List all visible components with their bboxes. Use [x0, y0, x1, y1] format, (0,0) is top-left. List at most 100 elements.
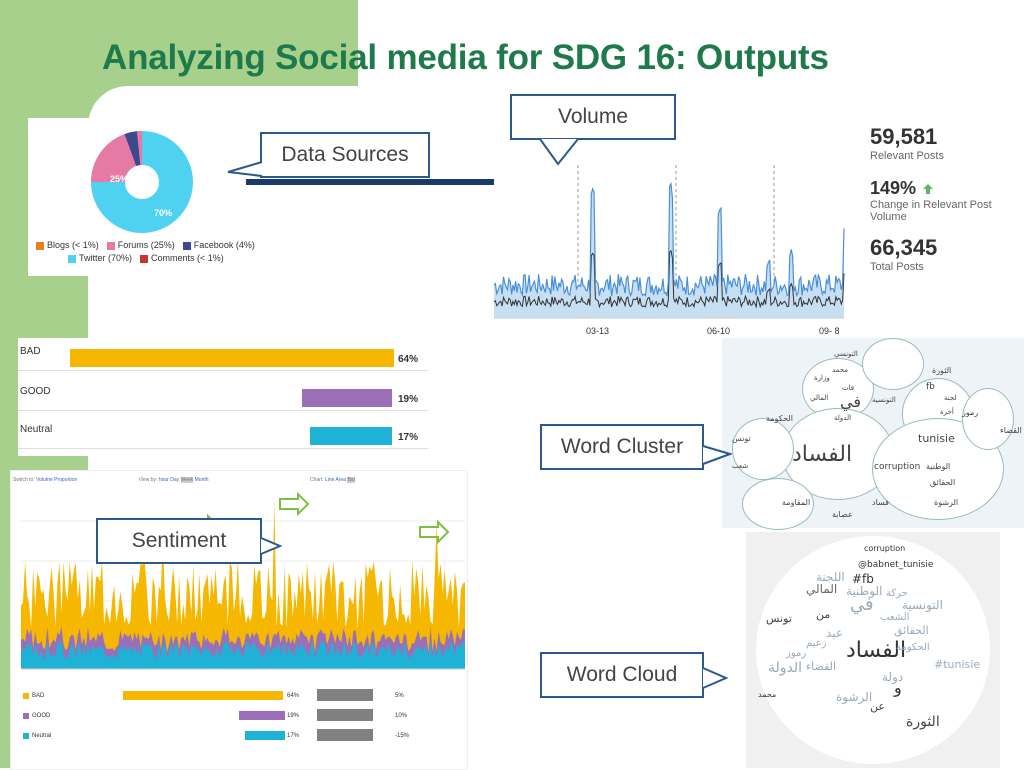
cloud-word: من: [816, 608, 831, 621]
cluster-word: المالي: [810, 394, 829, 402]
chart-area-link[interactable]: Area: [335, 477, 347, 483]
cloud-word: الرشوة: [836, 690, 873, 704]
cloud-word: الدولة: [768, 660, 803, 676]
cloud-word: عبد: [826, 626, 844, 640]
cloud-word: الحكومة: [896, 642, 930, 653]
view-hour-link[interactable]: hour: [158, 477, 169, 483]
sentiment-callout: Sentiment: [96, 518, 262, 564]
sentiment-callout-pointer: [260, 537, 282, 555]
mini-row-bad: BAD: [23, 693, 44, 699]
view-day-link[interactable]: Day: [170, 477, 180, 483]
cloud-word: المالي: [806, 582, 838, 596]
cluster-word: tunisie: [918, 432, 955, 445]
cloud-word: الحقائق: [894, 624, 929, 637]
view-month-link[interactable]: Month: [194, 477, 209, 483]
mini-bar-good: [239, 711, 285, 720]
up-arrow-icon: [923, 183, 934, 194]
legend-item-facebook: Facebook (4%): [182, 240, 255, 250]
view-week-link[interactable]: Week: [180, 477, 194, 483]
legend-item-blogs: Blogs (< 1%): [36, 240, 99, 250]
word-cloud-callout-pointer: [702, 667, 728, 689]
cloud-word: رموز: [786, 648, 807, 659]
mini-pct-neutral: 17%: [287, 733, 300, 739]
cluster-word: في: [840, 392, 861, 411]
legend-row-2: Twitter (70%) Comments (< 1%): [68, 253, 224, 263]
volume-tick-1: 03-13: [586, 326, 609, 336]
switch-volume-link[interactable]: Volume: [36, 477, 53, 483]
mini-pct-bad: 64%: [287, 693, 300, 699]
mini-bar-neutral: [245, 731, 285, 740]
cluster-word: القضاء: [1000, 426, 1022, 435]
sentiment-label-good: GOOD: [20, 386, 51, 397]
cloud-word: محمد: [758, 690, 777, 699]
sentiment-label-neutral: Neutral: [20, 424, 53, 435]
mini-row-neutral: Neutral: [23, 733, 51, 739]
cloud-word: اللجنة: [816, 570, 845, 584]
cluster-bubble: [862, 338, 924, 390]
green-arrow-icon-1: [279, 491, 310, 517]
donut-slice-facebook: [91, 131, 193, 233]
cluster-word: الرشوة: [934, 498, 959, 507]
donut-label-forums: 25%: [110, 174, 128, 184]
mini-bar-bad: [123, 691, 283, 700]
stats-panel: 59,581 Relevant Posts 149% Change in Rel…: [870, 124, 1020, 273]
sentiment-label-bad: BAD: [20, 346, 41, 357]
volume-callout-pointer: [539, 138, 579, 166]
cluster-bubble: [742, 478, 814, 530]
legend-item-comments: Comments (< 1%): [140, 253, 224, 263]
mini-sparkline: [317, 689, 373, 701]
word-cloud-callout: Word Cloud: [540, 652, 704, 698]
cluster-word: المقاومة: [782, 498, 811, 507]
legend-row-1: Blogs (< 1%) Forums (25%) Facebook (4%): [36, 240, 255, 250]
data-sources-donut: 25% 70%: [91, 131, 193, 233]
cluster-word: شعب: [732, 462, 749, 470]
mini-pct-good: 19%: [287, 713, 300, 719]
mini-sparkline: [317, 709, 373, 721]
word-cluster-callout-pointer: [702, 445, 732, 465]
cluster-word: فساد: [872, 498, 889, 507]
donut-label-twitter: 70%: [154, 208, 172, 218]
cloud-word: corruption: [864, 544, 906, 553]
mini-change-good: 10%: [395, 713, 408, 719]
sentiment-toolbar: Switch to: Volume Proportion View by: ho…: [13, 477, 356, 483]
cluster-word: أجرة: [940, 408, 954, 416]
legend-item-forums: Forums (25%): [106, 240, 175, 250]
volume-callout: Volume: [510, 94, 676, 140]
donut-slice-forums: [91, 131, 193, 233]
cluster-word: وزارة: [814, 374, 830, 382]
cluster-word: corruption: [874, 462, 921, 472]
chart-bar-link[interactable]: Bar: [347, 477, 356, 483]
cluster-word: الثورة: [932, 366, 952, 375]
cloud-word: الوطنية: [846, 584, 883, 598]
mini-change-neutral: -15%: [395, 733, 410, 739]
cluster-word: محمد: [832, 366, 848, 374]
volume-chart: 03-13 06-10 09- 8: [493, 165, 845, 336]
sentiment-pct-bad: 64%: [398, 354, 419, 365]
cloud-word: الفساد: [846, 638, 907, 663]
green-arrow-icon-2: [419, 519, 450, 545]
stat-relevant-posts-value: 59,581: [870, 124, 938, 149]
sentiment-bar-good: [302, 389, 392, 407]
chart-line-link[interactable]: Line: [324, 477, 335, 483]
cloud-word: عن: [870, 700, 885, 713]
sentiment-dashboard-card: Switch to: Volume Proportion View by: ho…: [10, 470, 468, 770]
switch-proportion-link[interactable]: Proportion: [54, 477, 78, 483]
cloud-word: القضاء: [806, 660, 837, 673]
cluster-bubble: [732, 418, 794, 480]
slide-title: Analyzing Social media for SDG 16: Outpu…: [102, 38, 829, 77]
cluster-word: التونسي: [834, 350, 858, 358]
cluster-word: لجنة: [944, 394, 957, 402]
legend-item-twitter: Twitter (70%): [68, 253, 132, 263]
sentiment-bar-bad: [70, 349, 394, 367]
cluster-bubble: [962, 388, 1014, 450]
cloud-word: @babnet_tunisie: [858, 560, 934, 570]
cluster-word: التونسية: [872, 396, 896, 404]
mini-change-bad: 5%: [395, 693, 404, 699]
sentiment-pct-neutral: 17%: [398, 432, 419, 443]
cloud-word: في: [850, 594, 874, 615]
mini-sparkline: [317, 729, 373, 741]
word-cloud-panel: corruption @babnet_tunisie #fb اللجنة المالي…: [746, 532, 1000, 768]
cloud-word: #fb: [852, 572, 874, 586]
stat-total-posts-label: Total Posts: [870, 261, 924, 273]
stat-change-label: Change in Relevant Post Volume: [870, 199, 992, 223]
